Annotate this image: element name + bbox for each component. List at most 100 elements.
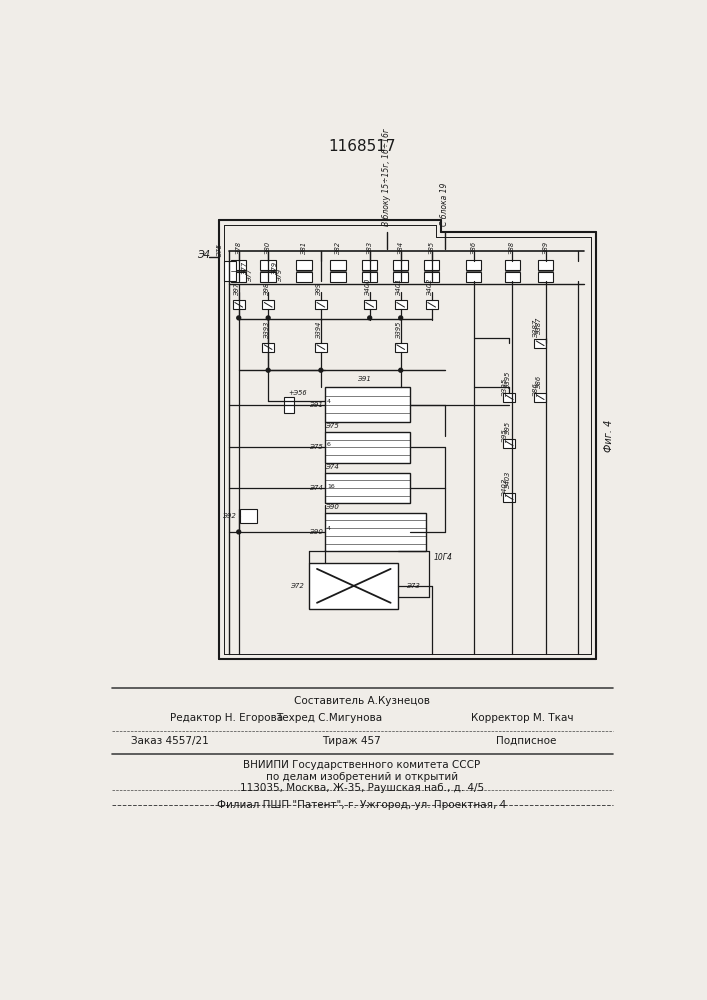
Text: Э393: Э393: [264, 321, 269, 339]
Text: Э403: Э403: [503, 479, 508, 497]
Text: Э86: Э86: [536, 376, 542, 389]
Text: Э91: Э91: [308, 402, 322, 408]
Text: Э88: Э88: [509, 242, 515, 255]
Text: Э92: Э92: [222, 513, 235, 519]
Circle shape: [368, 316, 372, 320]
Text: Э80: Э80: [265, 242, 271, 255]
Text: В блоку 15÷15г, 16÷16г: В блоку 15÷15г, 16÷16г: [382, 128, 391, 226]
Circle shape: [237, 316, 240, 320]
Bar: [325, 432, 410, 463]
Text: Э98: Э98: [264, 283, 269, 296]
Text: Э395: Э395: [503, 379, 508, 397]
Bar: [262, 343, 274, 352]
Circle shape: [319, 368, 323, 372]
Text: Заказ 4557/21: Заказ 4557/21: [131, 736, 209, 746]
Text: Э387: Э387: [533, 320, 539, 338]
Bar: [260, 260, 276, 270]
Text: по делам изобретений и открытий: по делам изобретений и открытий: [266, 772, 458, 782]
Bar: [503, 439, 515, 448]
Circle shape: [399, 316, 403, 320]
Bar: [330, 272, 346, 282]
Bar: [296, 260, 312, 270]
Text: Э86: Э86: [533, 383, 539, 397]
Text: Э79: Э79: [272, 262, 278, 275]
Bar: [362, 272, 378, 282]
Text: Э77: Э77: [247, 269, 253, 282]
Bar: [362, 260, 378, 270]
Bar: [315, 343, 327, 352]
Bar: [393, 272, 409, 282]
Bar: [538, 260, 554, 270]
Bar: [534, 339, 547, 348]
Text: Э79: Э79: [277, 269, 283, 282]
Bar: [424, 260, 440, 270]
Circle shape: [237, 530, 240, 534]
Text: Э89: Э89: [543, 242, 549, 255]
Text: 113035, Москва, Ж-35, Раушская наб., д. 4/5: 113035, Москва, Ж-35, Раушская наб., д. …: [240, 783, 484, 793]
Bar: [240, 509, 257, 523]
Text: Э90: Э90: [308, 529, 322, 535]
Bar: [262, 300, 274, 309]
Text: Э85: Э85: [428, 242, 435, 255]
Text: Э395: Э395: [396, 321, 402, 339]
Text: 4: 4: [327, 526, 331, 531]
Text: Э402: Э402: [427, 279, 433, 296]
Text: Э77: Э77: [242, 262, 248, 275]
Text: С блока 19: С блока 19: [440, 183, 450, 226]
Bar: [505, 260, 520, 270]
Bar: [260, 272, 276, 282]
Text: Э99: Э99: [316, 283, 322, 296]
Bar: [503, 393, 515, 402]
Text: Э95: Э95: [505, 422, 510, 435]
Text: Техред С.Мигунова: Техред С.Мигунова: [276, 713, 382, 723]
Text: Э84: Э84: [398, 242, 404, 255]
Bar: [325, 387, 410, 422]
Bar: [503, 493, 515, 502]
Text: 1168517: 1168517: [328, 139, 396, 154]
Text: Тираж 457: Тираж 457: [322, 736, 381, 746]
Bar: [424, 272, 440, 282]
Text: 10Г4: 10Г4: [433, 553, 452, 562]
Bar: [363, 300, 376, 309]
Text: Э86: Э86: [471, 242, 477, 255]
Bar: [426, 300, 438, 309]
Text: Э81: Э81: [300, 242, 307, 255]
Bar: [466, 260, 481, 270]
Text: +Э56: +Э56: [288, 390, 307, 396]
Text: Э395: Э395: [505, 371, 510, 389]
Bar: [393, 260, 409, 270]
Bar: [534, 393, 547, 402]
Bar: [538, 272, 554, 282]
Bar: [330, 260, 346, 270]
Bar: [309, 563, 398, 609]
Bar: [233, 300, 245, 309]
Text: Э95: Э95: [503, 430, 508, 443]
Bar: [231, 260, 247, 270]
Text: Подписное: Подписное: [496, 736, 556, 746]
Text: Э394: Э394: [316, 321, 322, 339]
Bar: [325, 513, 426, 551]
Text: Э401: Э401: [396, 279, 402, 296]
Text: Э83: Э83: [367, 242, 373, 255]
Bar: [315, 300, 327, 309]
Text: Э75: Э75: [325, 423, 339, 429]
Text: Э72: Э72: [290, 583, 304, 589]
Text: 16: 16: [327, 484, 335, 489]
Text: Э75: Э75: [308, 444, 322, 450]
Bar: [395, 343, 407, 352]
Text: Э75: Э75: [217, 244, 223, 257]
Circle shape: [267, 368, 270, 372]
Text: Составитель А.Кузнецов: Составитель А.Кузнецов: [294, 696, 430, 706]
Bar: [296, 272, 312, 282]
Bar: [466, 272, 481, 282]
Text: Фиг. 4: Фиг. 4: [604, 420, 614, 452]
Text: Э73: Э73: [406, 583, 420, 589]
Text: Э97: Э97: [234, 283, 240, 296]
Bar: [284, 397, 293, 413]
Text: Э91: Э91: [356, 376, 370, 382]
Text: Э387: Э387: [536, 317, 542, 335]
Text: Э400: Э400: [365, 279, 371, 296]
Circle shape: [399, 368, 403, 372]
Bar: [231, 272, 247, 282]
Text: Э78: Э78: [235, 242, 242, 255]
